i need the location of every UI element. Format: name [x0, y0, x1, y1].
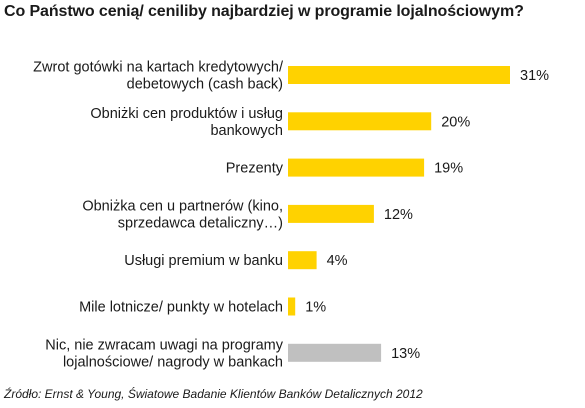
chart-title: Co Państwo cenią/ ceniliby najbardziej w…	[4, 3, 524, 20]
category-label-3: Prezenty	[226, 161, 284, 177]
category-label-1-line-1: Zwrot gotówki na kartach kredytowych/	[33, 60, 284, 76]
category-label-5: Usługi premium w banku	[124, 253, 283, 269]
value-label-1: 31%	[520, 68, 549, 84]
value-label-7: 13%	[391, 346, 420, 362]
category-label-7-line-1: Nic, nie zwracam uwagi na programy	[45, 337, 283, 353]
bar-6	[288, 297, 296, 316]
category-label-6: Mile lotnicze/ punkty w hotelach	[79, 300, 283, 316]
category-label-4-line-1: Obniżka cen u partnerów (kino,	[82, 198, 283, 214]
value-label-3: 19%	[434, 161, 463, 177]
bar-3	[288, 158, 425, 177]
category-label-2-line-2: bankowych	[210, 123, 283, 139]
value-label-5: 4%	[327, 253, 348, 269]
bar-5	[288, 251, 317, 270]
value-label-4: 12%	[384, 207, 413, 223]
bar-7	[288, 343, 382, 362]
category-label-1-line-2: debetowych (cash back)	[127, 77, 283, 93]
category-label-7-line-2: lojalnościowe/ nagrody w bankach	[63, 354, 283, 370]
value-label-6: 1%	[305, 300, 326, 316]
category-label-2-line-1: Obniżki cen produktów i usług	[90, 106, 283, 122]
value-label-2: 20%	[441, 114, 470, 130]
source-note: Źródło: Ernst & Young, Światowe Badanie …	[4, 387, 423, 401]
bar-2	[288, 112, 432, 131]
bar-4	[288, 204, 374, 223]
category-label-4-line-2: sprzedawca detaliczny…)	[118, 215, 283, 231]
bar-1	[288, 66, 510, 84]
